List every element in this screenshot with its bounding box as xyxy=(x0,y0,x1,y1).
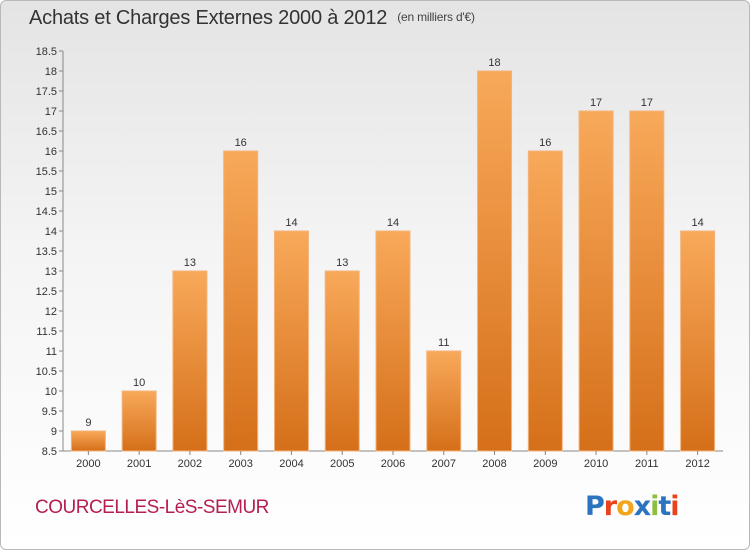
bar xyxy=(578,110,614,452)
bar xyxy=(629,110,665,452)
bar xyxy=(121,390,157,452)
x-tick-label: 2007 xyxy=(432,458,456,470)
bar-value-label: 11 xyxy=(438,337,449,349)
x-tick-label: 2012 xyxy=(685,458,709,470)
chart-unit: (en milliers d'€) xyxy=(397,10,475,24)
bar-value-label: 14 xyxy=(285,217,297,229)
x-tick-label: 2005 xyxy=(330,458,354,470)
y-tick-label: 14.5 xyxy=(36,206,57,218)
bar-value-label: 16 xyxy=(235,137,247,149)
y-tick-label: 9.5 xyxy=(42,406,57,418)
y-tick-label: 13 xyxy=(45,266,57,278)
chart-title: Achats et Charges Externes 2000 à 2012 (e… xyxy=(29,7,475,30)
x-tick-label: 2001 xyxy=(127,458,151,470)
y-tick-label: 18.5 xyxy=(36,46,57,58)
bar-value-label: 14 xyxy=(691,217,703,229)
x-tick-label: 2009 xyxy=(533,458,557,470)
proxiti-logo: Proxiti xyxy=(585,491,680,522)
x-tick-label: 2006 xyxy=(381,458,405,470)
x-tick-label: 2011 xyxy=(635,458,659,470)
bar xyxy=(324,270,360,452)
x-tick-label: 2004 xyxy=(279,458,303,470)
y-tick-label: 9 xyxy=(51,426,57,438)
bar xyxy=(527,150,563,452)
bar-value-label: 17 xyxy=(641,97,653,109)
bar-value-label: 17 xyxy=(590,97,602,109)
commune-name: COURCELLES-LèS-SEMUR xyxy=(35,497,269,518)
bar xyxy=(223,150,259,452)
bar-value-label: 13 xyxy=(184,257,196,269)
y-tick-label: 10.5 xyxy=(36,366,57,378)
bar xyxy=(375,230,411,452)
x-tick-label: 2008 xyxy=(482,458,506,470)
bar xyxy=(680,230,716,452)
x-tick-label: 2010 xyxy=(584,458,608,470)
y-tick-label: 15.5 xyxy=(36,166,57,178)
x-tick-label: 2002 xyxy=(178,458,202,470)
bar xyxy=(273,230,309,452)
bar-value-label: 18 xyxy=(488,57,500,69)
y-tick-label: 18 xyxy=(45,66,57,78)
y-tick-label: 16 xyxy=(45,146,57,158)
x-tick-label: 2003 xyxy=(228,458,252,470)
y-tick-label: 12 xyxy=(45,306,57,318)
y-tick-label: 16.5 xyxy=(36,126,57,138)
bar xyxy=(426,350,462,452)
y-tick-label: 10 xyxy=(45,386,57,398)
x-tick-label: 2000 xyxy=(76,458,100,470)
bar-value-label: 10 xyxy=(133,377,145,389)
chart-title-text: Achats et Charges Externes 2000 à 2012 xyxy=(29,7,388,29)
y-tick-label: 11.5 xyxy=(36,326,57,338)
bar xyxy=(477,70,513,452)
y-tick-label: 11 xyxy=(46,346,57,358)
bar-value-label: 16 xyxy=(539,137,551,149)
bar-value-label: 14 xyxy=(387,217,399,229)
y-tick-label: 12.5 xyxy=(36,286,57,298)
y-tick-label: 13.5 xyxy=(36,246,57,258)
bar xyxy=(172,270,208,452)
bar-value-label: 9 xyxy=(85,417,91,429)
bar xyxy=(70,430,106,452)
y-tick-label: 14 xyxy=(45,226,57,238)
y-tick-label: 17 xyxy=(45,106,57,118)
y-tick-label: 15 xyxy=(45,186,57,198)
bar-value-label: 13 xyxy=(336,257,348,269)
y-tick-label: 17.5 xyxy=(36,86,57,98)
y-tick-label: 8.5 xyxy=(42,446,57,458)
